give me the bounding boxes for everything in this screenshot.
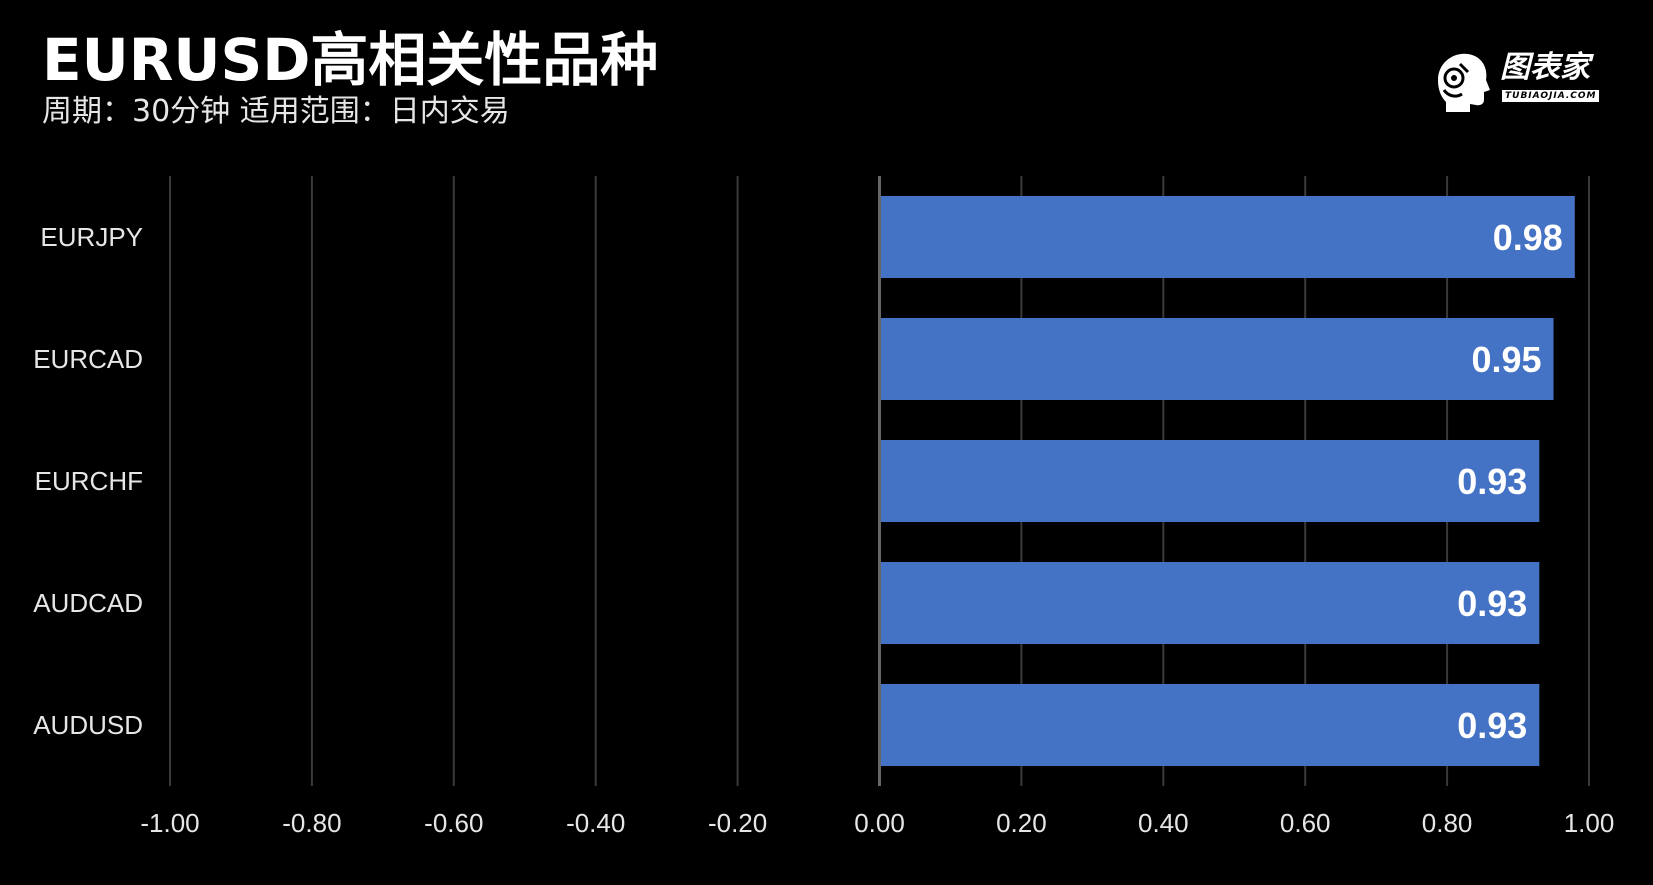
x-tick-label: -0.20 bbox=[708, 808, 767, 838]
chart-subtitle: 周期：30分钟 适用范围：日内交易 bbox=[42, 94, 510, 129]
bar bbox=[880, 440, 1540, 522]
bar-layer bbox=[880, 196, 1575, 766]
data-label: 0.93 bbox=[1457, 461, 1527, 502]
brand-logo: 图表家 TUBIAOJIA.COM bbox=[1430, 48, 1610, 114]
x-tick-label: -0.60 bbox=[424, 808, 483, 838]
label-layer: -1.00 -0.80 -0.60 -0.40 -0.20 0.00 0.20 0.40 0.6… bbox=[33, 217, 1614, 838]
x-tick-label: 0.40 bbox=[1138, 808, 1189, 838]
chart-title: EURUSD高相关性品种 bbox=[42, 26, 659, 94]
x-tick-label: -1.00 bbox=[140, 808, 199, 838]
category-label: EURCHF bbox=[35, 466, 143, 496]
x-tick-label: 0.20 bbox=[996, 808, 1047, 838]
bar bbox=[880, 318, 1554, 400]
category-label: AUDUSD bbox=[33, 710, 143, 740]
data-label: 0.95 bbox=[1471, 339, 1541, 380]
x-tick-label: -0.80 bbox=[282, 808, 341, 838]
bar bbox=[880, 196, 1575, 278]
x-tick-label: 0.00 bbox=[854, 808, 905, 838]
category-label: EURJPY bbox=[40, 222, 143, 252]
data-label: 0.93 bbox=[1457, 705, 1527, 746]
brand-domain: TUBIAOJIA.COM bbox=[1502, 90, 1600, 102]
x-tick-label: -0.40 bbox=[566, 808, 625, 838]
x-tick-label: 1.00 bbox=[1564, 808, 1615, 838]
bar bbox=[880, 562, 1540, 644]
category-label: AUDCAD bbox=[33, 588, 143, 618]
x-tick-label: 0.80 bbox=[1422, 808, 1473, 838]
category-label: EURCAD bbox=[33, 344, 143, 374]
data-label: 0.98 bbox=[1493, 217, 1563, 258]
data-label: 0.93 bbox=[1457, 583, 1527, 624]
brand-name: 图表家 bbox=[1500, 50, 1590, 85]
head-profile-icon bbox=[1438, 53, 1490, 112]
x-tick-label: 0.60 bbox=[1280, 808, 1331, 838]
bar bbox=[880, 684, 1540, 766]
